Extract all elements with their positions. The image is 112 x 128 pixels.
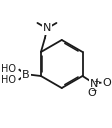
Text: HO: HO bbox=[1, 64, 16, 74]
Text: O: O bbox=[103, 78, 112, 88]
Text: O: O bbox=[87, 88, 96, 98]
Text: N: N bbox=[90, 78, 98, 89]
Text: −: − bbox=[91, 86, 97, 95]
Text: N: N bbox=[43, 23, 51, 33]
Text: +: + bbox=[93, 77, 100, 86]
Text: HO: HO bbox=[1, 75, 16, 85]
Text: B: B bbox=[22, 70, 30, 79]
